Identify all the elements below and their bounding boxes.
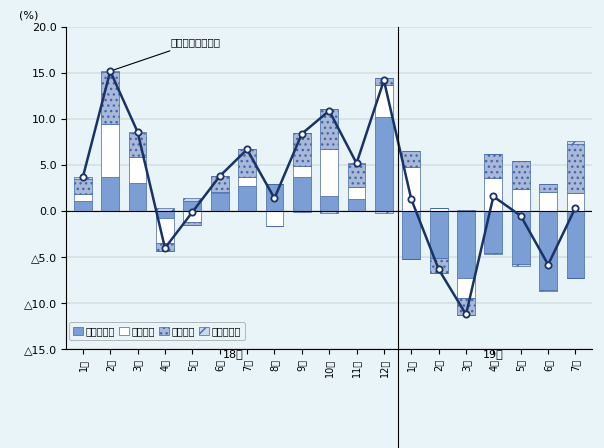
Bar (430, 207, 448, 211)
Bar (184, 211, 201, 222)
Bar (512, 264, 530, 266)
Bar (320, 109, 338, 150)
Bar (184, 222, 201, 225)
Bar (211, 176, 228, 192)
Bar (430, 258, 448, 273)
Legend: 第１～３弾, 第４弾Ａ, 第４弾Ｂ, 対象外品目: 第１～３弾, 第４弾Ａ, 第４弾Ｂ, 対象外品目 (69, 322, 245, 340)
Bar (74, 194, 92, 201)
Bar (402, 211, 420, 259)
Bar (457, 278, 475, 298)
Bar (184, 198, 201, 201)
Bar (74, 177, 92, 179)
Bar (320, 150, 338, 195)
Bar (74, 179, 92, 194)
Bar (238, 150, 256, 177)
Bar (567, 211, 585, 278)
Text: 前年同月比変化率: 前年同月比変化率 (113, 37, 220, 70)
Bar (293, 166, 310, 177)
Bar (567, 144, 585, 193)
Bar (430, 211, 448, 258)
Bar (156, 218, 174, 243)
Bar (320, 195, 338, 211)
Bar (512, 161, 530, 189)
Bar (293, 211, 310, 212)
Bar (484, 211, 503, 253)
Bar (457, 210, 475, 211)
Bar (266, 185, 283, 211)
Bar (457, 298, 475, 315)
Bar (484, 178, 503, 211)
Bar (101, 177, 119, 211)
Bar (402, 151, 420, 167)
Bar (348, 163, 365, 164)
Bar (184, 201, 201, 211)
Bar (101, 72, 119, 124)
Text: (%): (%) (19, 10, 39, 21)
Bar (567, 193, 585, 211)
Bar (348, 187, 365, 199)
Bar (567, 141, 585, 144)
Bar (320, 211, 338, 213)
Bar (375, 211, 393, 213)
Bar (512, 211, 530, 264)
Text: 19年: 19年 (483, 349, 504, 359)
Bar (238, 177, 256, 186)
Bar (375, 117, 393, 211)
Bar (156, 208, 174, 211)
Bar (266, 211, 283, 226)
Bar (129, 133, 147, 157)
Bar (293, 133, 310, 166)
Bar (457, 211, 475, 278)
Bar (539, 185, 557, 192)
Bar (484, 253, 503, 254)
Bar (101, 124, 119, 177)
Bar (375, 78, 393, 85)
Bar (129, 132, 147, 133)
Bar (348, 164, 365, 187)
Bar (539, 290, 557, 291)
Bar (156, 211, 174, 218)
Bar (129, 183, 147, 211)
Bar (375, 85, 393, 117)
Text: 18年: 18年 (223, 349, 244, 359)
Bar (211, 192, 228, 193)
Bar (101, 71, 119, 72)
Bar (539, 192, 557, 211)
Bar (129, 157, 147, 183)
Bar (266, 184, 283, 185)
Bar (238, 186, 256, 211)
Bar (539, 211, 557, 290)
Bar (402, 167, 420, 211)
Bar (156, 243, 174, 251)
Bar (211, 193, 228, 211)
Bar (512, 189, 530, 211)
Bar (293, 177, 310, 211)
Bar (74, 201, 92, 211)
Bar (348, 199, 365, 211)
Bar (484, 154, 503, 178)
